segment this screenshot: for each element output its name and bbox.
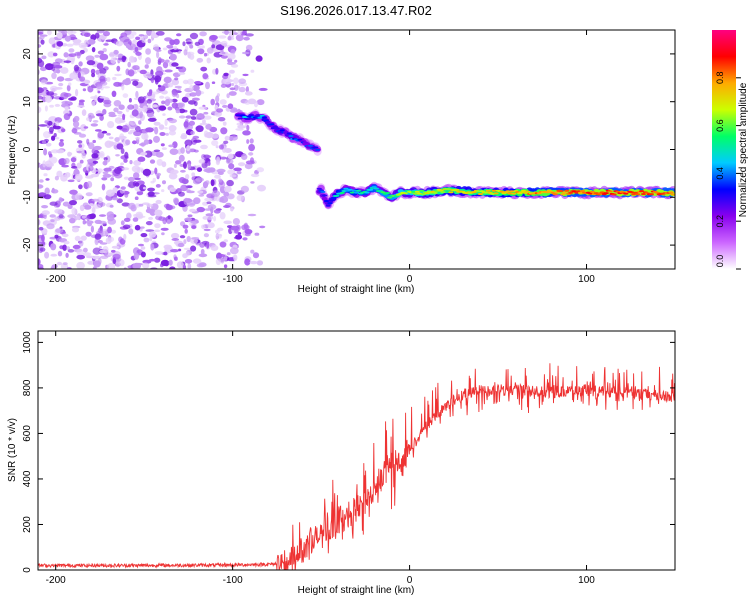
heatmap-y-label: Frequency (Hz): [7, 116, 18, 185]
snr-x-label: Height of straight line (km): [298, 585, 415, 596]
snr-xtick-label: -100: [223, 575, 243, 586]
snr-ytick-label: 600: [22, 425, 33, 442]
heatmap-content: [38, 30, 675, 269]
signal-trace: [233, 109, 675, 210]
hm-xtick-label: -200: [46, 274, 66, 285]
snr-ytick-label: 400: [22, 470, 33, 487]
hm-xtick-label: 0: [407, 274, 413, 285]
snr-content: [38, 363, 675, 570]
colorbar-tick-label: 0.6: [715, 119, 725, 132]
snr-ytick-label: 1000: [22, 331, 33, 354]
colorbar-ticks: 0.0 0.2 0.4 0.6 0.8: [715, 72, 741, 270]
colorbar: 0.0 0.2 0.4 0.6 0.8 Normalized spectral ampl…: [712, 30, 749, 270]
snr-xtick-label: 100: [578, 575, 595, 586]
colorbar-tick-label: 0.8: [715, 72, 725, 85]
snr-series-line: [38, 363, 675, 570]
snr-xtick-label: -200: [46, 575, 66, 586]
chart-title: S196.2026.017.13.47.R02: [280, 3, 432, 18]
trace-layer-3: [235, 114, 675, 207]
hm-ytick-label: -10: [22, 190, 33, 205]
hm-ytick-label: 10: [22, 96, 33, 108]
colorbar-tick-label: 0.2: [715, 215, 725, 228]
heatmap-x-label: Height of straight line (km): [298, 284, 415, 295]
hm-ytick-label: 20: [22, 48, 33, 60]
snr-ytick-label: 200: [22, 516, 33, 533]
snr-ytick-label: 800: [22, 379, 33, 396]
snr-xtick-label: 0: [407, 575, 413, 586]
colorbar-label: Normalized spectral amplitude: [738, 82, 749, 217]
hm-xtick-label: 100: [578, 274, 595, 285]
hm-ytick-label: 0: [22, 146, 33, 152]
hm-ytick-label: -20: [22, 237, 33, 252]
snr-frame: [37, 330, 676, 571]
snr-y-label: SNR (10 * v/v): [7, 418, 18, 482]
colorbar-tick-label: 0.0: [715, 255, 725, 268]
hm-xtick-label: -100: [223, 274, 243, 285]
colorbar-gradient: [712, 30, 736, 269]
colorbar-tick-label: 0.4: [715, 167, 725, 180]
noise-speckles: [38, 30, 268, 269]
snr-ytick-label: 0: [22, 567, 33, 573]
